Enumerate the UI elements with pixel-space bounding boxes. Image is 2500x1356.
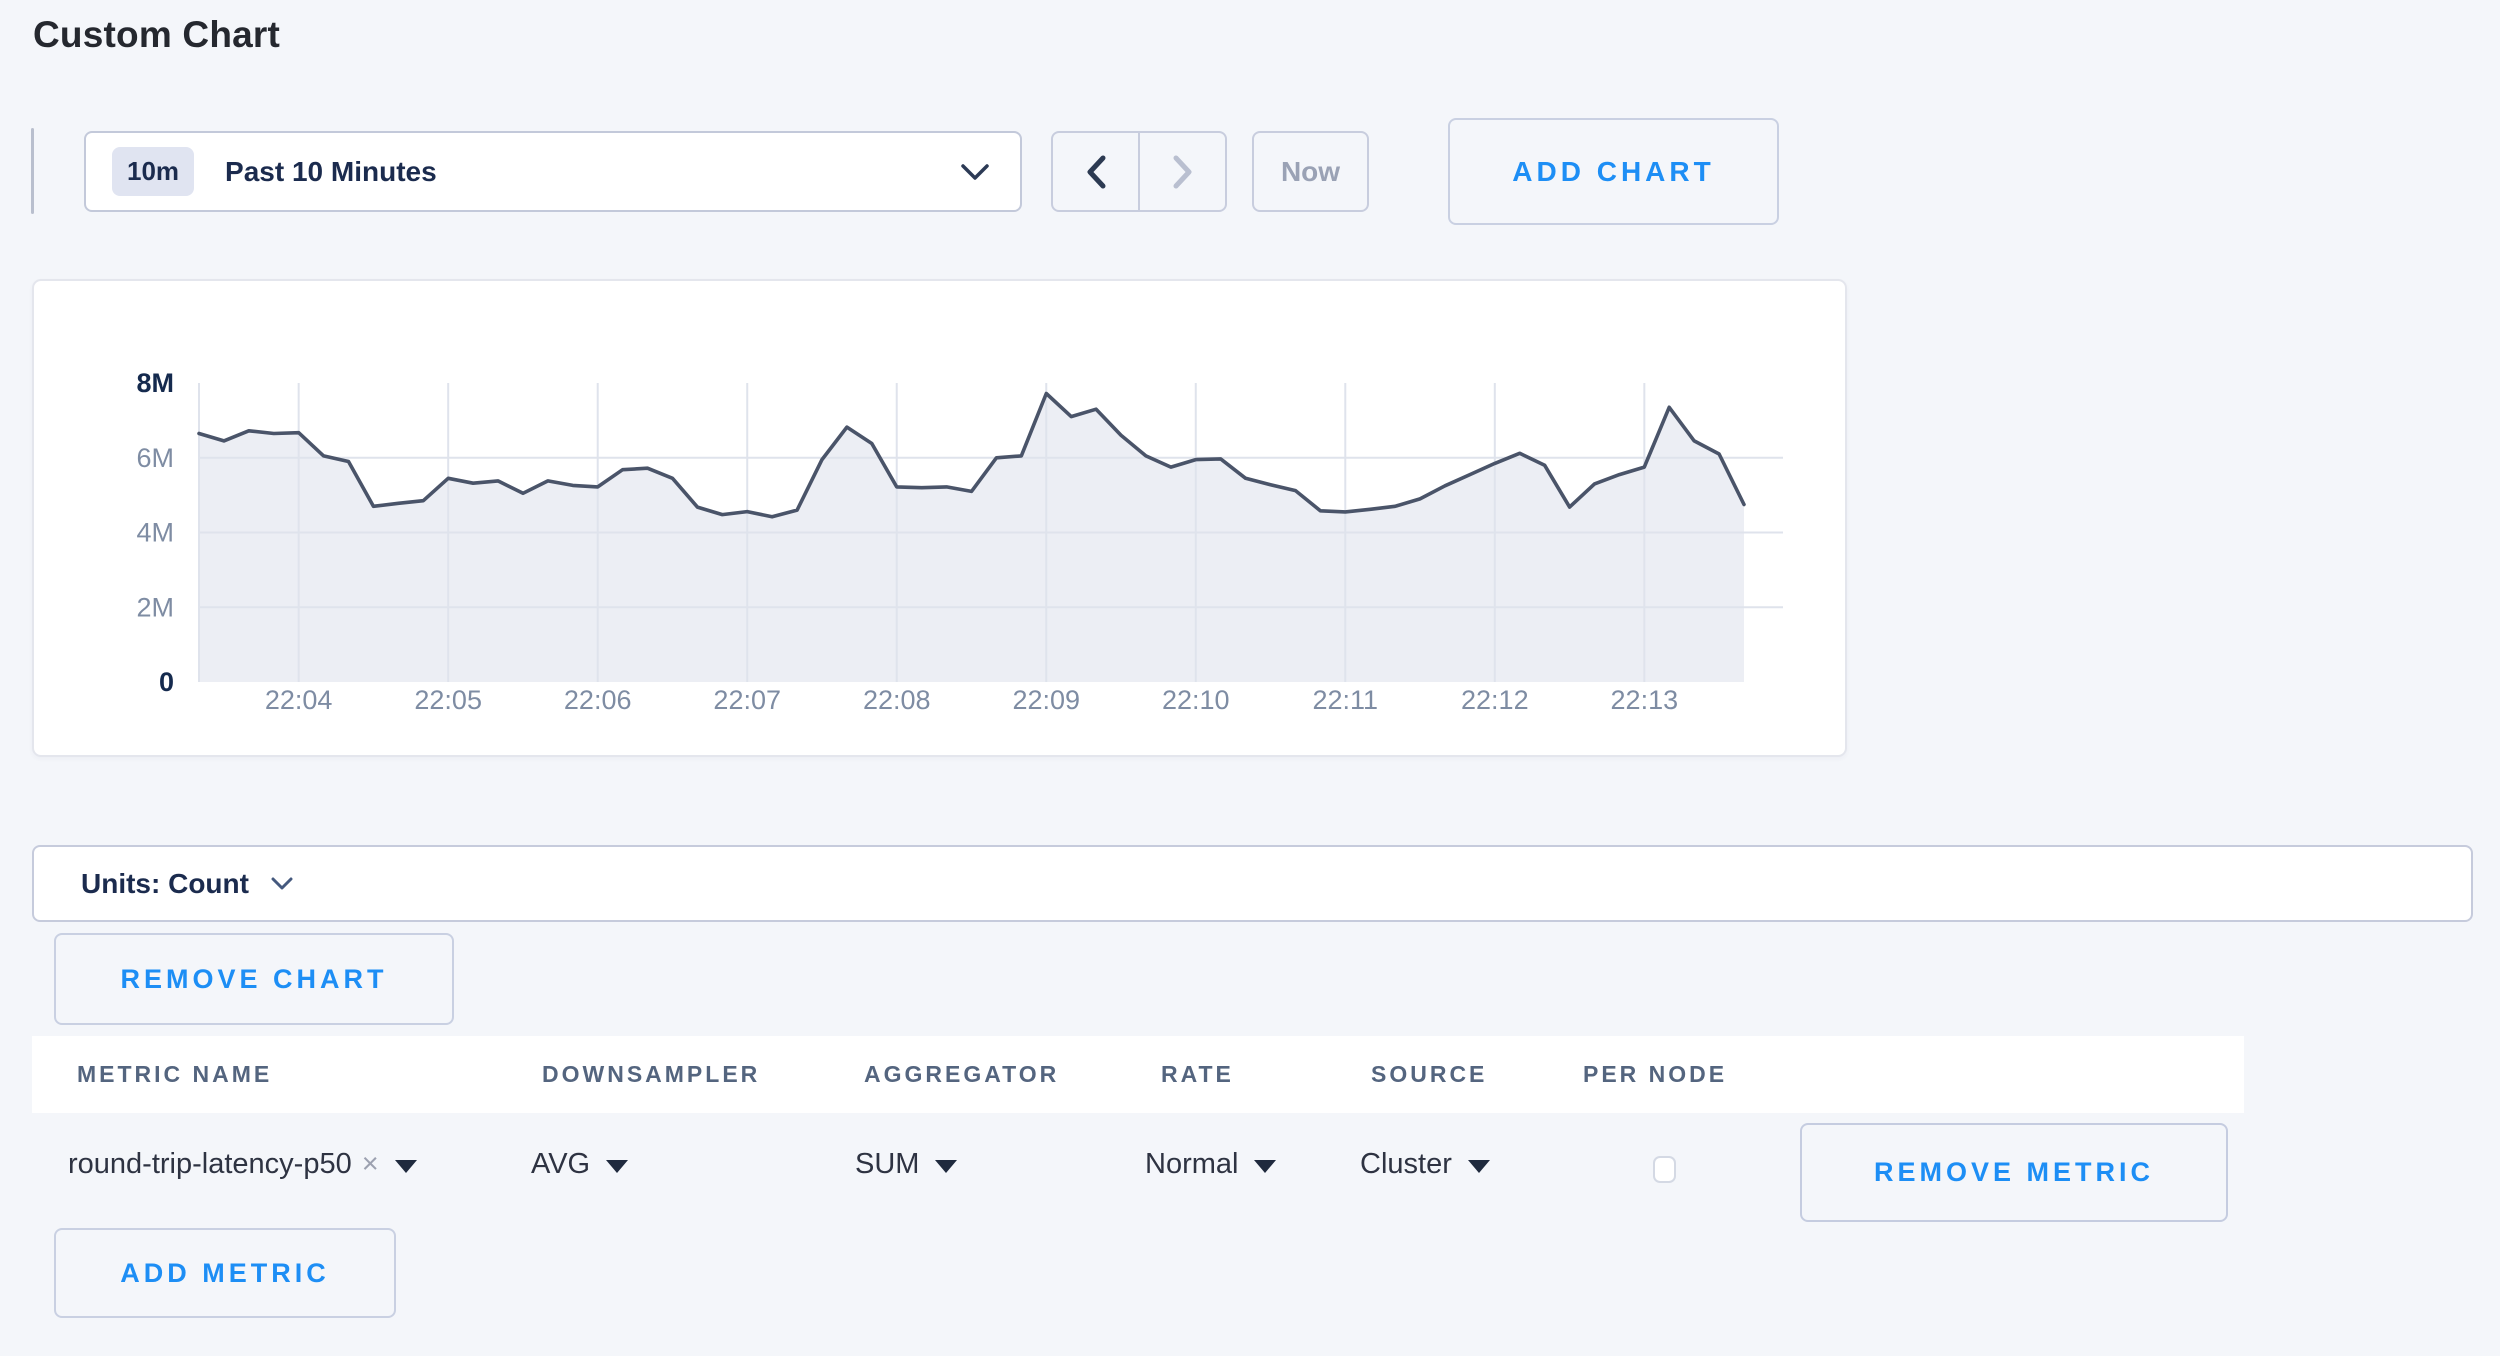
metrics-table-header: METRIC NAME DOWNSAMPLER AGGREGATOR RATE … xyxy=(32,1036,2244,1113)
svg-text:22:05: 22:05 xyxy=(414,685,482,715)
caret-down-icon xyxy=(935,1160,958,1173)
aggregator-value: SUM xyxy=(855,1148,920,1180)
source-select[interactable]: Cluster xyxy=(1360,1148,1490,1181)
metric-area-chart: 22:04 22:05 22:06 22:07 22:08 22:09 22:10 22:11… xyxy=(136,368,1783,715)
chart-card: 22:04 22:05 22:06 22:07 22:08 22:09 22:10 22:11… xyxy=(32,279,1847,757)
page-title: Custom Chart xyxy=(33,14,281,55)
svg-text:8M: 8M xyxy=(136,368,174,398)
chevron-left-icon xyxy=(1087,155,1105,188)
column-header-metric-name: METRIC NAME xyxy=(77,1061,273,1087)
svg-text:22:06: 22:06 xyxy=(564,685,632,715)
remove-metric-button[interactable]: REMOVE METRIC xyxy=(1800,1123,2228,1222)
next-time-button[interactable] xyxy=(1140,133,1225,210)
column-header-rate: RATE xyxy=(1161,1061,1234,1087)
per-node-checkbox[interactable] xyxy=(1653,1156,1676,1183)
svg-text:0: 0 xyxy=(159,667,174,697)
rate-value: Normal xyxy=(1145,1148,1239,1180)
time-range-dropdown[interactable]: 10m Past 10 Minutes xyxy=(84,131,1022,212)
toolbar-left-divider xyxy=(31,128,34,214)
chevron-down-icon xyxy=(961,163,989,180)
caret-down-icon xyxy=(1254,1160,1277,1173)
downsampler-select[interactable]: AVG xyxy=(531,1148,629,1181)
units-label: Units: Count xyxy=(81,867,249,899)
svg-text:2M: 2M xyxy=(136,592,174,622)
add-metric-button[interactable]: ADD METRIC xyxy=(54,1228,396,1318)
svg-text:22:07: 22:07 xyxy=(713,685,781,715)
svg-text:22:11: 22:11 xyxy=(1313,685,1379,715)
chevron-right-icon xyxy=(1173,155,1191,188)
svg-text:22:12: 22:12 xyxy=(1461,685,1529,715)
caret-down-icon xyxy=(1467,1160,1490,1173)
remove-tag-icon[interactable]: × xyxy=(361,1148,379,1180)
downsampler-value: AVG xyxy=(531,1148,591,1180)
prev-time-button[interactable] xyxy=(1053,133,1138,210)
caret-down-icon xyxy=(394,1160,417,1173)
rate-select[interactable]: Normal xyxy=(1145,1148,1277,1181)
metric-name-value: round-trip-latency-p50 xyxy=(68,1148,352,1180)
time-range-badge: 10m xyxy=(112,147,195,196)
chevron-down-icon xyxy=(271,877,293,890)
svg-text:4M: 4M xyxy=(136,518,174,548)
source-value: Cluster xyxy=(1360,1148,1452,1180)
svg-text:22:04: 22:04 xyxy=(265,685,333,715)
column-header-downsampler: DOWNSAMPLER xyxy=(542,1061,761,1087)
now-button[interactable]: Now xyxy=(1252,131,1369,212)
svg-text:6M: 6M xyxy=(136,443,174,473)
add-chart-button[interactable]: ADD CHART xyxy=(1448,118,1779,225)
caret-down-icon xyxy=(606,1160,629,1173)
metric-name-select[interactable]: round-trip-latency-p50 × xyxy=(68,1148,417,1181)
column-header-source: SOURCE xyxy=(1371,1061,1488,1087)
time-range-label: Past 10 Minutes xyxy=(225,155,437,187)
pager-divider xyxy=(1138,133,1140,210)
units-dropdown[interactable]: Units: Count xyxy=(32,845,2473,922)
time-pager xyxy=(1051,131,1227,212)
svg-text:22:13: 22:13 xyxy=(1611,685,1679,715)
column-header-per-node: PER NODE xyxy=(1583,1061,1728,1087)
aggregator-select[interactable]: SUM xyxy=(855,1148,958,1181)
column-header-aggregator: AGGREGATOR xyxy=(864,1061,1060,1087)
svg-text:22:10: 22:10 xyxy=(1162,685,1230,715)
remove-chart-button[interactable]: REMOVE CHART xyxy=(54,933,454,1025)
svg-text:22:08: 22:08 xyxy=(863,685,931,715)
svg-text:22:09: 22:09 xyxy=(1012,685,1080,715)
